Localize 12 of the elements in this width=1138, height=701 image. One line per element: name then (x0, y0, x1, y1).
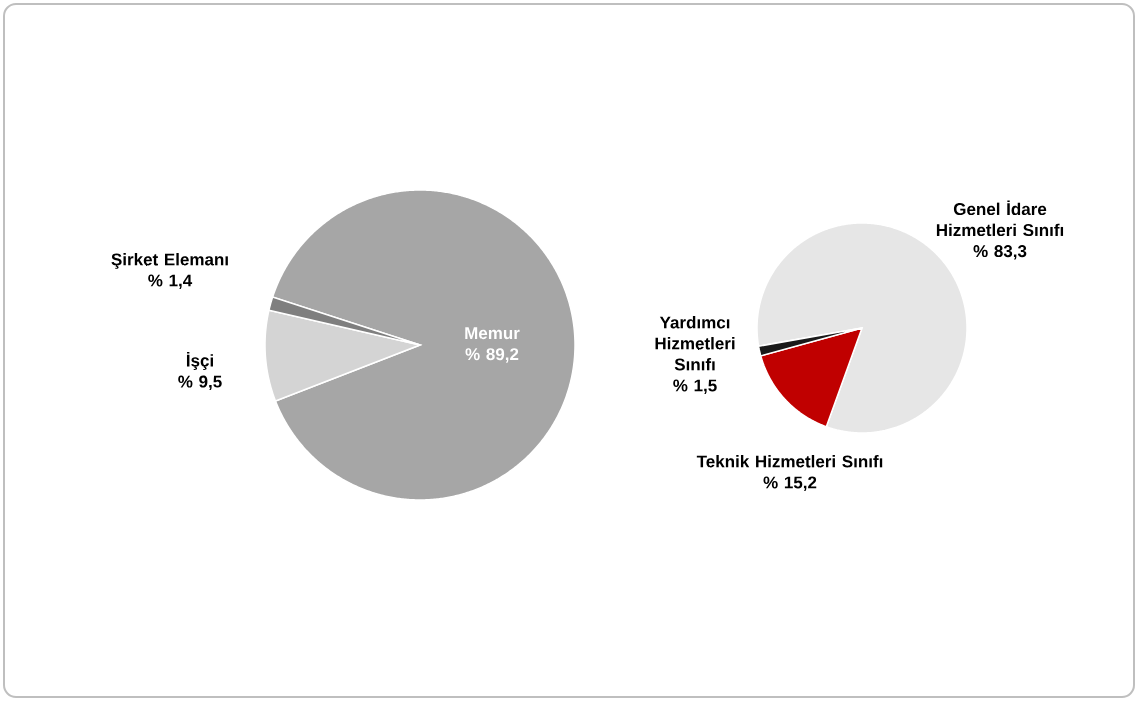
data-label: % 83,3 (973, 245, 1027, 260)
data-label: % 89,2 (465, 348, 519, 363)
slice-label: Teknik Hizmetleri Sınıfı (696, 455, 883, 468)
slice-label: Yardımcı Hizmetleri Sınıfı (655, 316, 735, 371)
slice-label: Memur (465, 327, 520, 340)
slice-label: İşçi (186, 351, 213, 370)
data-label: % 1,5 (673, 379, 717, 394)
slice-label: Genel İdare Hizmetleri Sınıfı (936, 200, 1064, 237)
slice-label: Şirket Elemanı (111, 253, 228, 269)
data-label: % 1,4 (148, 274, 193, 289)
data-label: % 9,5 (178, 375, 222, 391)
data-label: % 15,2 (763, 476, 817, 491)
